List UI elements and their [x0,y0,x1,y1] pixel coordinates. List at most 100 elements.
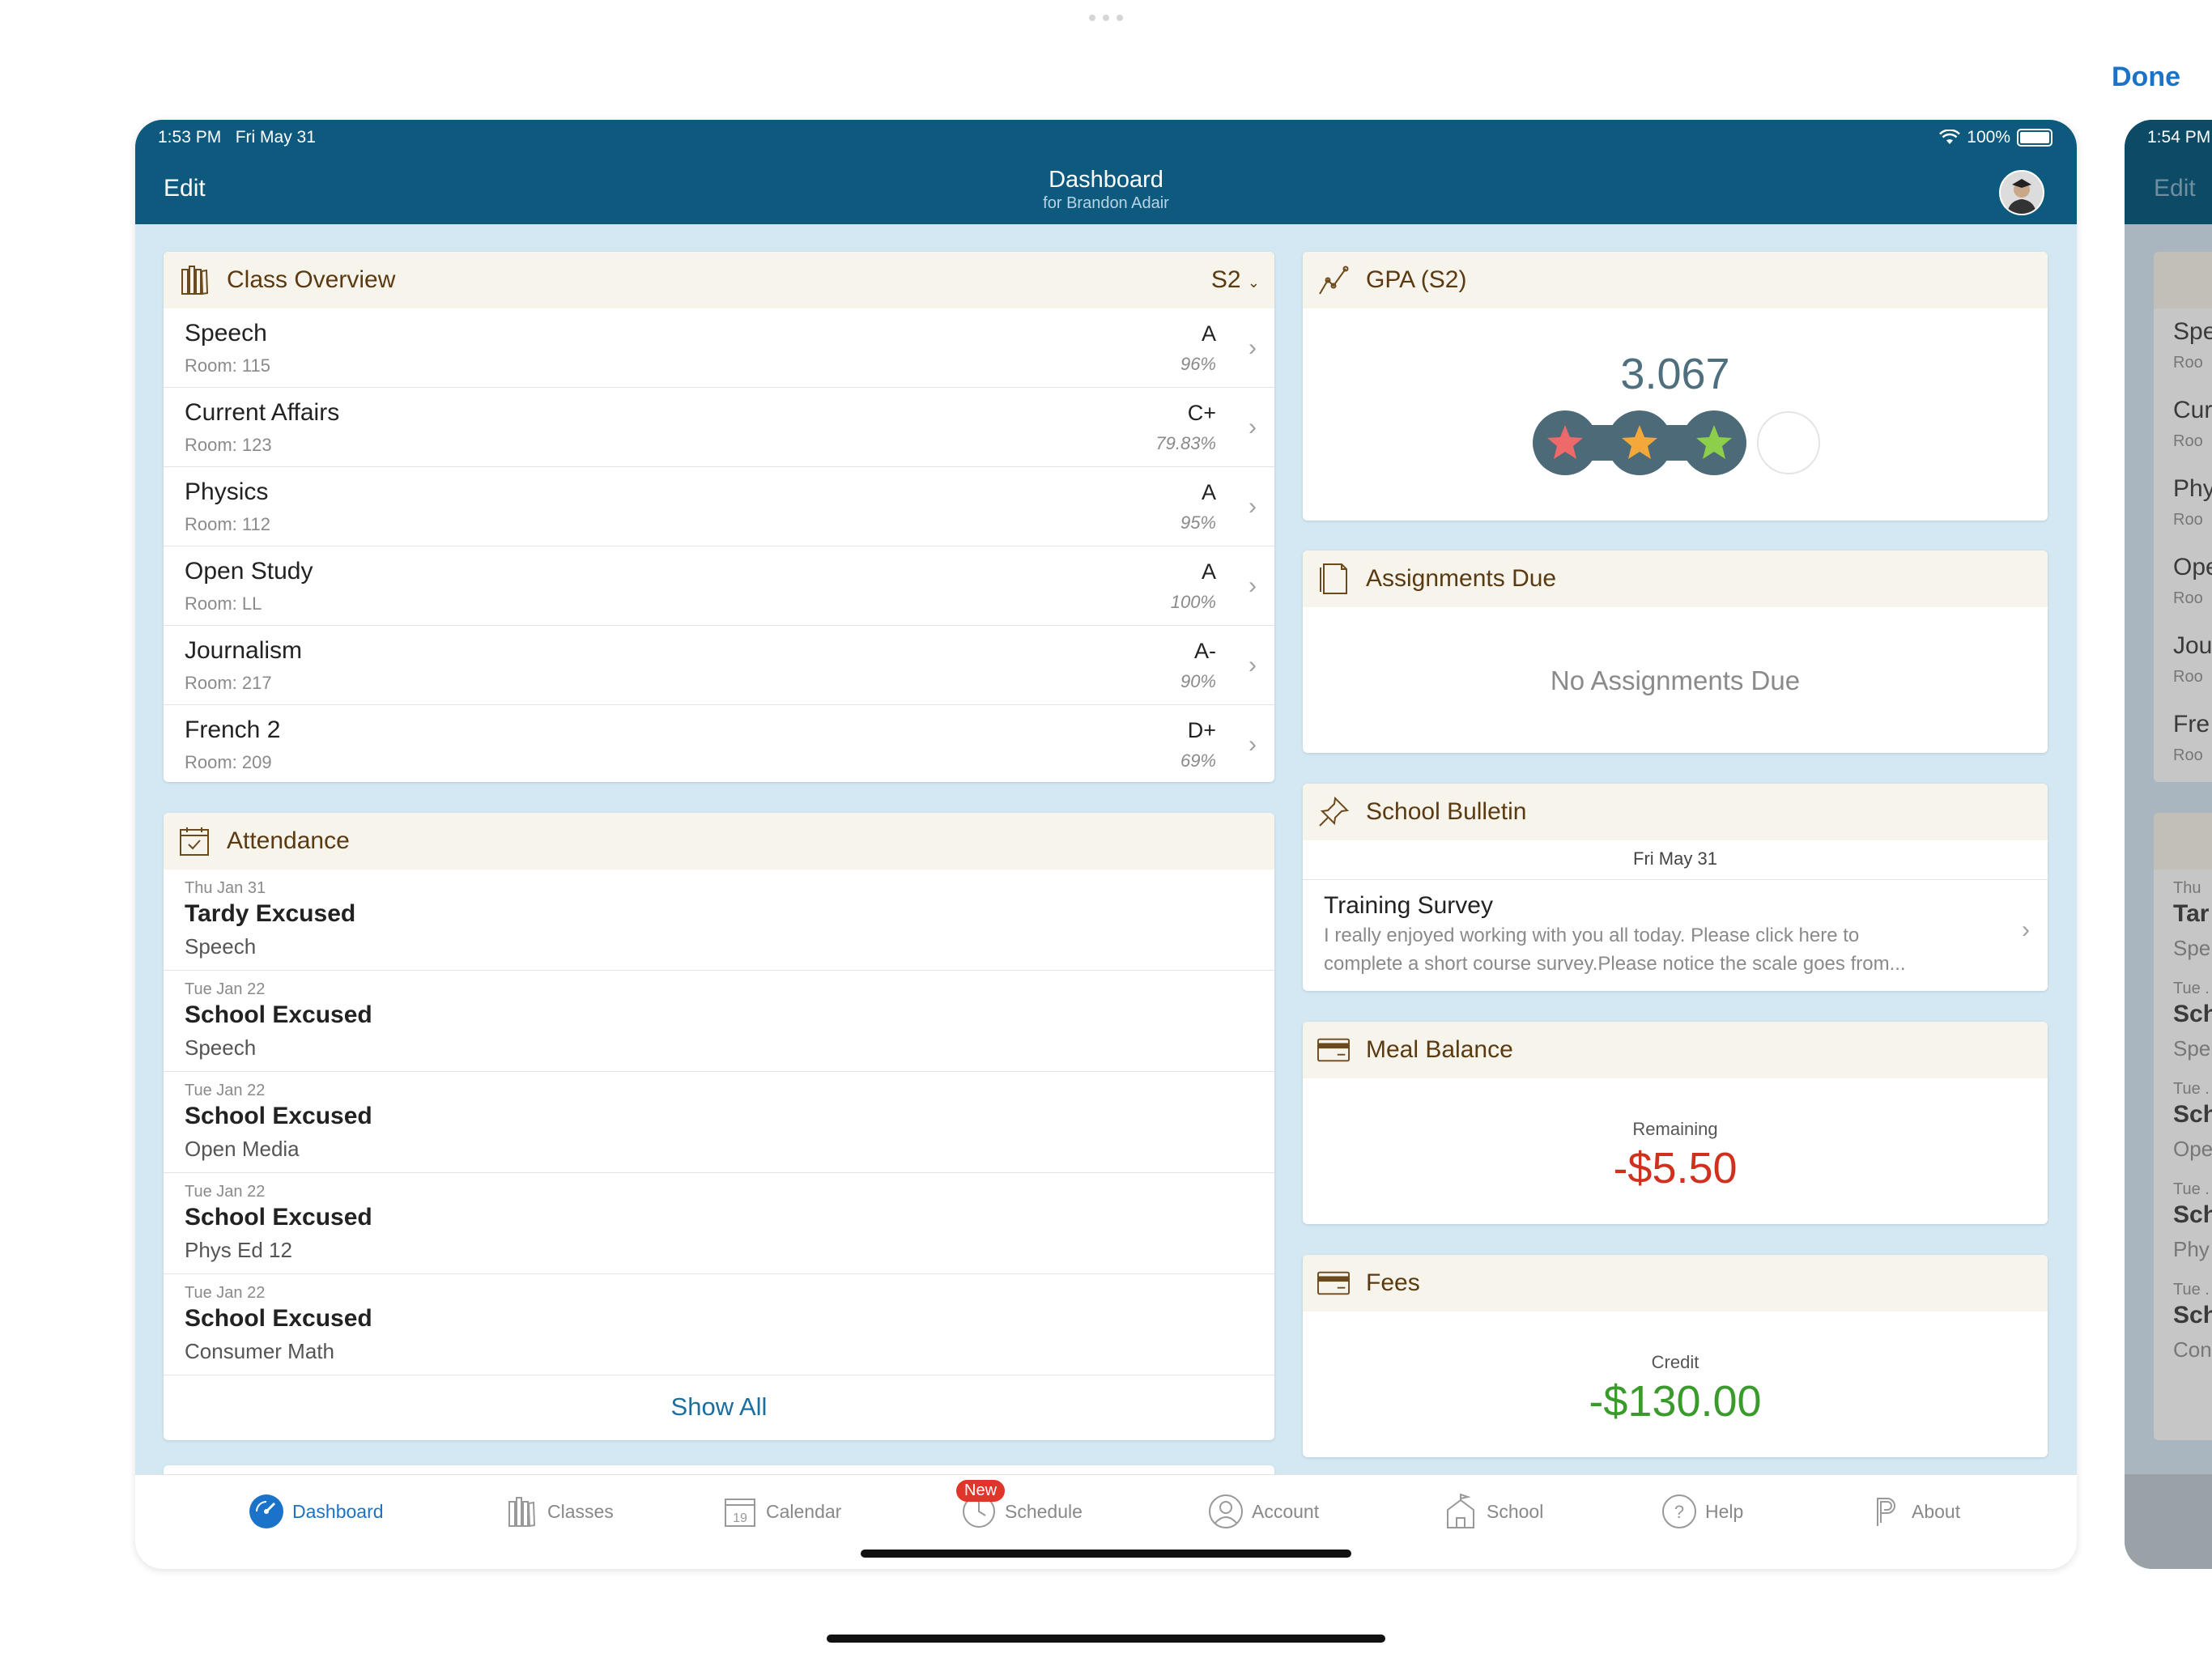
side-class-name: Spe [2173,318,2212,345]
class-grade: A- [1194,639,1216,663]
attendance-type: School Excused [185,1305,372,1332]
side-attendance-class: Ope [2173,1137,2212,1161]
attendance-row[interactable]: Tue Jan 22 School Excused Speech [164,971,1274,1072]
class-percent: 95% [1180,512,1216,533]
side-attendance-type: Sch [2173,1001,2212,1027]
fees-title: Fees [1366,1269,1420,1296]
tab-label: Calendar [766,1500,842,1522]
side-tab-bar [2125,1474,2212,1569]
tab-schedule[interactable]: Schedule [961,1475,1083,1548]
avatar[interactable] [1999,170,2044,215]
attendance-class: Open Media [185,1137,300,1161]
side-class-name: Ope [2173,554,2212,580]
books-icon [178,264,211,296]
show-all-button[interactable]: Show All [670,1392,768,1421]
edit-button[interactable]: Edit [164,175,206,202]
class-overview-header: Class Overview S2 ⌄ [164,252,1274,308]
attendance-list: Thu Jan 31 Tardy Excused Speech Tue Jan 22 S… [164,869,1274,1375]
attendance-date: Tue Jan 22 [185,1082,266,1099]
attendance-row[interactable]: Tue Jan 22 School Excused Phys Ed 12 [164,1173,1274,1274]
tab-about[interactable]: About [1868,1475,1960,1548]
side-attendance-type: Sch [2173,1302,2212,1329]
term-selector[interactable]: S2 ⌄ [1211,266,1260,294]
home-indicator[interactable] [861,1550,1351,1558]
tab-account[interactable]: Account [1208,1475,1319,1548]
attendance-row[interactable]: Tue Jan 22 School Excused Open Media [164,1072,1274,1173]
attendance-row[interactable]: Thu Jan 31 Tardy Excused Speech [164,869,1274,971]
status-time-date: 1:53 PM Fri May 31 [158,128,316,147]
app-window: 1:53 PM Fri May 31 100% Edit Dashboard f… [135,120,2077,1569]
tab-calendar[interactable]: 19 Calendar [722,1475,841,1548]
bulletin-item[interactable]: Training Survey I really enjoyed working… [1303,881,2048,991]
class-overview-panel: Class Overview S2 ⌄ Speech Room: 115 A 96% ›… [164,252,1274,782]
side-class-name: Fre [2173,711,2210,738]
assignments-title: Assignments Due [1366,565,1557,592]
tab-dashboard[interactable]: Dashboard [249,1475,384,1548]
side-attendance-type: Tar [2173,900,2210,927]
multitask-handle[interactable] [1089,15,1123,21]
class-percent: 100% [1170,592,1216,612]
bulletin-item-text-2: complete a short course survey.Please no… [1324,953,1906,975]
class-grade: D+ [1187,718,1216,742]
card-icon [1317,1267,1350,1299]
bulletin-title: School Bulletin [1366,798,1527,825]
document-icon [1317,563,1350,595]
class-room: Room: LL [185,593,262,614]
tab-help[interactable]: ? Help [1661,1475,1743,1548]
class-row[interactable]: Current Affairs Room: 123 C+ 79.83% › [164,388,1274,467]
home-indicator-bottom[interactable] [827,1635,1385,1643]
tab-classes[interactable]: Classes [504,1475,614,1548]
tab-school[interactable]: School [1443,1475,1543,1548]
side-class-room: Roo [2173,668,2203,686]
attendance-row[interactable]: Tue Jan 22 School Excused Consumer Math [164,1274,1274,1375]
class-percent: 79.83% [1155,433,1216,453]
side-attendance-class: Con [2173,1337,2212,1362]
class-percent: 90% [1180,671,1216,691]
side-navigation-bar [2125,120,2212,224]
class-row[interactable]: Open Study Room: LL A 100% › [164,546,1274,626]
side-class-panel: Spe Roo Cur Roo Phy Roo Ope Roo Jou Roo Fre Roo [2154,252,2212,782]
assignments-header: Assignments Due [1303,551,2048,607]
tab-label: Help [1705,1500,1744,1522]
attendance-date: Tue Jan 22 [185,1284,266,1302]
class-name: Speech [185,320,267,346]
assignments-panel: Assignments Due No Assignments Due [1303,551,2048,753]
side-class-room: Roo [2173,511,2203,529]
side-class-room: Roo [2173,354,2203,372]
gpa-stars-rating [1533,410,1820,475]
side-class-name: Phy [2173,475,2212,502]
calendar-check-icon [178,825,211,857]
chevron-right-icon: › [1249,731,1257,758]
class-row[interactable]: French 2 Room: 209 D+ 69% › [164,705,1274,782]
attendance-header: Attendance [164,813,1274,869]
class-row[interactable]: Speech Room: 115 A 96% › [164,308,1274,388]
class-room: Room: 115 [185,355,270,376]
tab-label: School [1487,1500,1544,1522]
svg-text:?: ? [1674,1502,1684,1522]
powerschool-icon [1868,1494,1904,1529]
class-row[interactable]: Physics Room: 112 A 95% › [164,467,1274,546]
class-name: Journalism [185,637,303,664]
done-button[interactable]: Done [2112,62,2180,92]
side-attendance-panel: Thu Tar Spe Tue . Sch Spe Tue . Sch Ope Tue . Sch P… [2154,813,2212,1440]
side-attendance-header [2154,813,2212,869]
tab-label: Schedule [1005,1500,1083,1522]
side-attendance-class: Spe [2173,1036,2211,1061]
star-slot-4-empty [1757,411,1820,474]
side-class-room: Roo [2173,746,2203,764]
class-percent: 96% [1180,354,1216,374]
class-room: Room: 209 [185,752,272,772]
class-name: French 2 [185,716,281,743]
attendance-title: Attendance [227,827,350,854]
side-class-name: Jou [2173,632,2212,659]
bulletin-header: School Bulletin [1303,784,2048,840]
side-class-name: Cur [2173,397,2212,423]
class-room: Room: 112 [185,514,270,534]
side-app-window[interactable]: 1:54 PM Edit Spe Roo Cur Roo Phy Roo Ope Roo Jou… [2125,120,2212,1569]
side-attendance-type: Sch [2173,1101,2212,1128]
side-attendance-date: Tue . [2173,1080,2210,1098]
bulletin-item-title: Training Survey [1324,892,1493,919]
chevron-right-icon: › [1249,493,1257,520]
side-edit-button: Edit [2154,175,2196,202]
class-row[interactable]: Journalism Room: 217 A- 90% › [164,626,1274,705]
